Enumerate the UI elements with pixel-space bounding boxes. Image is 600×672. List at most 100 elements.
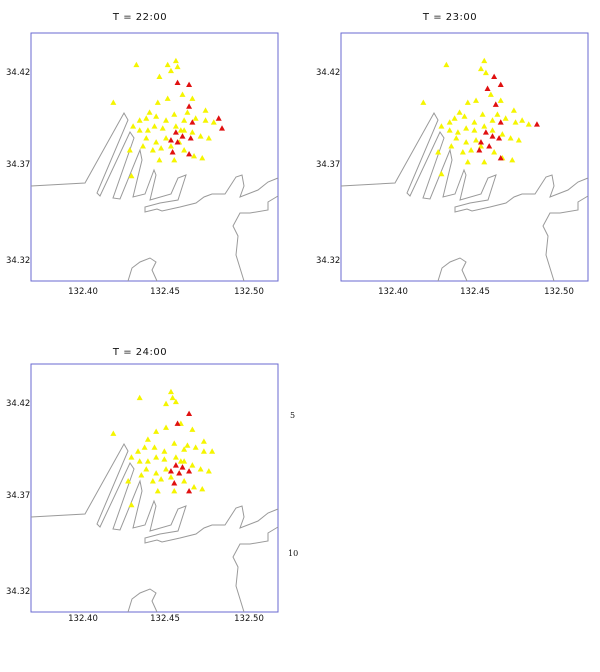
marker-yellow [172, 123, 179, 129]
marker-yellow [438, 123, 445, 129]
marker-yellow [497, 97, 504, 103]
marker-yellow [144, 458, 151, 464]
marker-yellow [135, 448, 142, 454]
marker-yellow [136, 117, 143, 123]
map-frame [340, 32, 589, 282]
marker-yellow [189, 129, 196, 135]
marker-red [497, 119, 504, 125]
coastline [30, 442, 279, 544]
marker-yellow [463, 139, 470, 145]
marker-yellow [181, 117, 188, 123]
marker-red [169, 149, 176, 155]
y-tick-label: 34.42 [6, 68, 31, 78]
marker-yellow [125, 478, 132, 484]
marker-red [171, 480, 178, 486]
coastline [542, 195, 589, 282]
marker-yellow [464, 158, 471, 165]
marker-red [491, 73, 498, 80]
marker-yellow [463, 125, 470, 131]
marker-yellow [473, 137, 480, 143]
marker-red [476, 147, 483, 153]
marker-yellow [525, 121, 532, 127]
marker-red [186, 103, 193, 109]
x-tick-label: 132.50 [234, 614, 264, 624]
map-frame [30, 32, 279, 282]
map-panel-22: T = 22:00 34.42 34.37 34.32 132.40 132.4… [0, 0, 300, 330]
marker-yellow [156, 73, 163, 80]
marker-yellow [464, 99, 471, 105]
coastline [127, 257, 158, 282]
marker-yellow [515, 137, 522, 143]
y-tick-label: 34.32 [316, 256, 341, 266]
marker-yellow [420, 99, 427, 105]
map-plot [30, 363, 279, 613]
marker-yellow [199, 154, 206, 161]
marker-yellow [197, 466, 204, 472]
marker-yellow [197, 133, 204, 139]
marker-yellow [210, 119, 217, 125]
y-tick-label: 34.37 [316, 160, 341, 170]
marker-yellow [209, 448, 216, 454]
marker-yellow [172, 57, 179, 64]
marker-yellow [448, 143, 455, 149]
coastline [30, 111, 279, 213]
marker-yellow [189, 462, 196, 468]
panel-title: T = 24:00 [112, 347, 168, 358]
marker-yellow [163, 466, 170, 472]
map-plot [30, 32, 279, 282]
map-plot [340, 32, 589, 282]
marker-yellow [151, 444, 158, 450]
marker-red [186, 487, 193, 494]
coastline [340, 111, 589, 213]
marker-yellow [163, 135, 170, 141]
marker-yellow [482, 69, 489, 76]
marker-yellow [502, 115, 509, 121]
y-tick-label: 34.37 [6, 160, 31, 170]
marker-yellow [141, 444, 148, 450]
marker-yellow [443, 61, 450, 68]
marker-red [492, 101, 499, 107]
marker-yellow [153, 428, 160, 434]
x-tick-label: 132.50 [544, 287, 574, 297]
marker-yellow [133, 61, 140, 68]
marker-yellow [184, 109, 191, 115]
marker-yellow [164, 61, 171, 68]
y-tick-label: 34.37 [6, 491, 31, 501]
marker-yellow [453, 135, 460, 141]
marker-yellow [499, 131, 506, 137]
map-frame [30, 363, 279, 613]
marker-red [215, 115, 222, 121]
marker-red [484, 85, 491, 91]
marker-yellow [151, 123, 158, 129]
marker-yellow [143, 466, 150, 472]
y-tick-label: 34.42 [6, 399, 31, 409]
marker-yellow [205, 468, 212, 474]
panel-title: T = 22:00 [112, 12, 168, 23]
marker-red [489, 133, 496, 139]
map-panel-23: T = 23:00 34.42 34.37 34.32 132.40 132.4… [310, 0, 600, 330]
marker-yellow [149, 147, 156, 153]
marker-red [189, 119, 196, 125]
marker-yellow [143, 115, 150, 121]
map-panel-24: T = 24:00 34.42 34.37 34.32 132.40 132.4… [0, 331, 300, 661]
marker-yellow [481, 57, 488, 64]
marker-yellow [110, 99, 117, 105]
marker-yellow [159, 125, 166, 131]
coastline [232, 526, 279, 613]
marker-yellow [189, 426, 196, 432]
marker-yellow [473, 97, 480, 103]
x-tick-label: 132.45 [150, 287, 180, 297]
marker-yellow [167, 388, 174, 395]
marker-yellow [446, 127, 453, 133]
marker-yellow [153, 470, 160, 476]
marker-yellow [144, 436, 151, 442]
marker-yellow [510, 107, 517, 113]
marker-red [533, 121, 540, 127]
marker-yellow [487, 91, 494, 97]
x-tick-label: 132.45 [150, 614, 180, 624]
x-tick-label: 132.50 [234, 287, 264, 297]
marker-yellow [126, 147, 133, 153]
marker-yellow [184, 442, 191, 448]
marker-red [497, 154, 504, 161]
marker-yellow [479, 111, 486, 117]
